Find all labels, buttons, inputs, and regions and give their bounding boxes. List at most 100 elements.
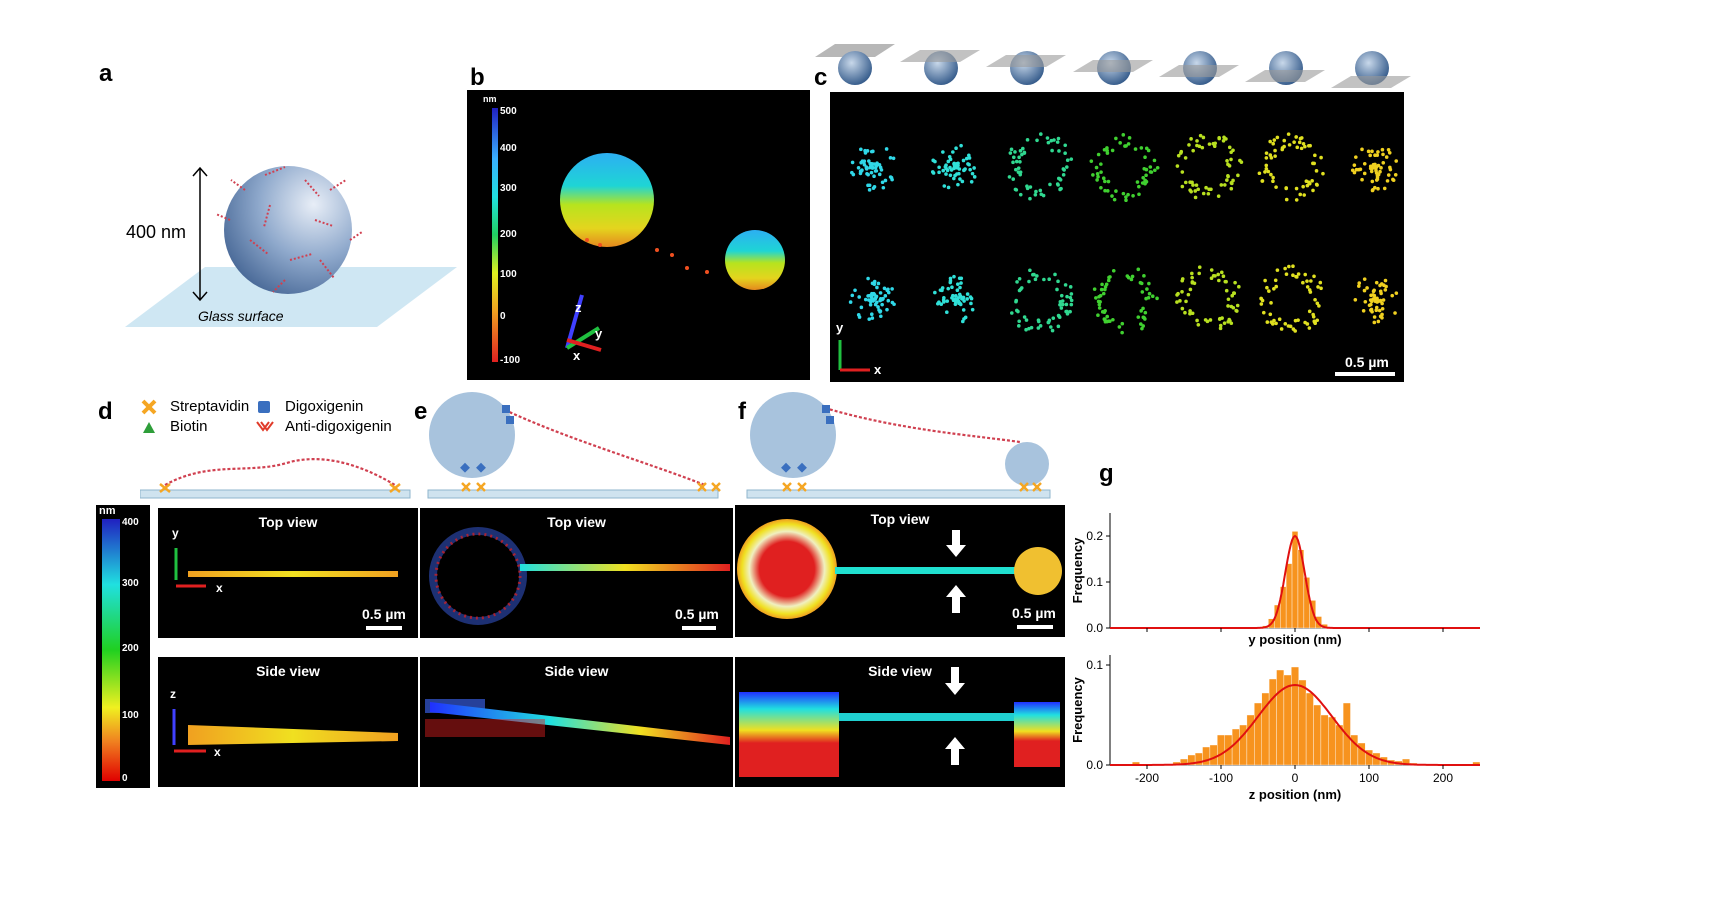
axis-x-line [566, 338, 602, 352]
x-tick-label: -100 [1209, 771, 1233, 785]
bar [1209, 744, 1218, 766]
slice-6 [1245, 51, 1325, 85]
c-axis-y-label: y [836, 320, 844, 335]
slice-5 [1159, 51, 1239, 85]
d-scale-bar [366, 626, 402, 630]
panel-label-d: d [98, 398, 113, 425]
dna-strands [215, 166, 363, 293]
panel-a-illustration: 400 nm Glass surface [120, 160, 460, 335]
panel-label-g: g [1099, 460, 1114, 487]
c-scale-bar [1335, 372, 1395, 376]
colorbar-b-tick-minus100: -100 [500, 355, 521, 366]
f-side-title: Side view [868, 663, 932, 679]
bead-sphere [224, 166, 352, 294]
size-label: 400 nm [126, 222, 187, 242]
streptavidin-icon [141, 399, 157, 415]
scattered-points [585, 238, 709, 274]
c-point-cloud-2-3 [1010, 268, 1074, 333]
colorbar-2-tick-400: 400 [122, 517, 139, 528]
d-axis-x: x [216, 581, 223, 595]
f-scale-bar [1017, 625, 1053, 629]
f-side-view: Side view [735, 657, 1065, 787]
localization-cloud-small [725, 230, 785, 290]
d-axis-x-side: x [214, 745, 221, 759]
e-bead [429, 392, 515, 478]
colorbar-b-tick-200: 200 [500, 229, 517, 240]
f-dna-tether [824, 406, 1021, 444]
panel-label-a: a [99, 60, 113, 87]
legend-streptavidin: Streptavidin [170, 398, 250, 415]
bar [1268, 678, 1277, 766]
panel-label-e: e [414, 398, 428, 425]
c-point-cloud-1-1 [850, 147, 896, 192]
x-tick-label: 0 [1292, 771, 1299, 785]
c-point-cloud-1-5 [1175, 133, 1244, 200]
d-anchor-right [389, 483, 401, 493]
f-surface [746, 489, 1051, 499]
colorbar-2-tick-0: 0 [122, 773, 128, 784]
c-point-cloud-1-3 [1007, 132, 1074, 201]
slice-7 [1331, 51, 1411, 88]
slice-4 [1073, 51, 1153, 85]
colorbar-b-tick-100: 100 [500, 269, 517, 280]
bar [1335, 724, 1344, 766]
e-surface [427, 489, 719, 499]
f-bead-small [1005, 442, 1049, 486]
f-top-large-bead [737, 519, 837, 619]
f-top-title: Top view [870, 511, 930, 527]
x-tick-label: 100 [1359, 771, 1379, 785]
gaussian-fit-1 [1110, 534, 1480, 629]
y-tick-label: 0.0 [1086, 758, 1103, 772]
histogram-2: 0.0 0.1 -200 -100 0 100 200 z position (nm) Freq… [1070, 655, 1481, 802]
d-top-view: Top view y x 0.5 µm [158, 508, 418, 638]
c-scale-label: 0.5 µm [1345, 354, 1389, 370]
colorbar-b [492, 108, 498, 362]
tether-diagrams [139, 380, 1065, 500]
e-side-title: Side view [544, 663, 609, 679]
x-tick-label: -200 [1135, 771, 1159, 785]
sphere-on-glass-diagram [125, 166, 457, 327]
d-anchor-left [159, 483, 171, 493]
panel-g-svg: 0.0 0.1 0.2 y position (nm) Frequency 0.0 0.1 -… [1070, 513, 1481, 802]
colorbar-2-tick-200: 200 [122, 643, 139, 654]
d-dna-tether [164, 458, 396, 486]
d-top-strand [188, 571, 398, 577]
panel-c-image: y x 0.5 µm [830, 92, 1404, 382]
e-side-strand [430, 702, 730, 745]
panel-c-slice-diagrams [815, 42, 1415, 92]
y-axis-label-1: Frequency [1070, 537, 1085, 604]
bar [1291, 531, 1299, 629]
y-tick-label: 0.1 [1086, 575, 1103, 589]
localization-cloud-large [560, 153, 654, 247]
colorbar-b-tick-500: 500 [500, 106, 517, 117]
bar [1231, 728, 1240, 766]
c-axis-x-label: x [874, 362, 882, 377]
c-point-cloud-1-4 [1089, 133, 1160, 203]
bar [1313, 704, 1322, 766]
c-point-cloud-1-7 [1350, 147, 1399, 193]
colorbar-b-unit: nm [483, 94, 497, 104]
d-side-view: Side view z x [158, 657, 418, 787]
colorbar-2-tick-100: 100 [122, 710, 139, 721]
bar [1285, 563, 1293, 629]
d-axis-z: z [170, 687, 176, 701]
axis-y-line [565, 326, 601, 350]
d-axis-y: y [172, 526, 179, 540]
d-top-title: Top view [258, 514, 318, 530]
y-tick-label: 0.2 [1086, 529, 1103, 543]
e-scale-label: 0.5 µm [675, 606, 719, 622]
bar [1298, 679, 1307, 766]
biotin-icon [143, 422, 155, 433]
e-top-view: Top view 0.5 µm [420, 508, 733, 638]
colorbar-b-tick-400: 400 [500, 143, 517, 154]
c-point-cloud-2-1 [848, 276, 896, 321]
bar [1276, 669, 1285, 766]
slice-2 [900, 50, 980, 85]
e-scale-bar [682, 626, 716, 630]
c-point-cloud-1-6 [1257, 132, 1325, 202]
d-surface [139, 489, 411, 499]
legend-anti-digoxigenin: Anti-digoxigenin [285, 418, 392, 435]
c-point-cloud-2-5 [1175, 265, 1241, 331]
x-tick-label: 200 [1433, 771, 1453, 785]
x-axis-label-2: z position (nm) [1249, 787, 1341, 802]
